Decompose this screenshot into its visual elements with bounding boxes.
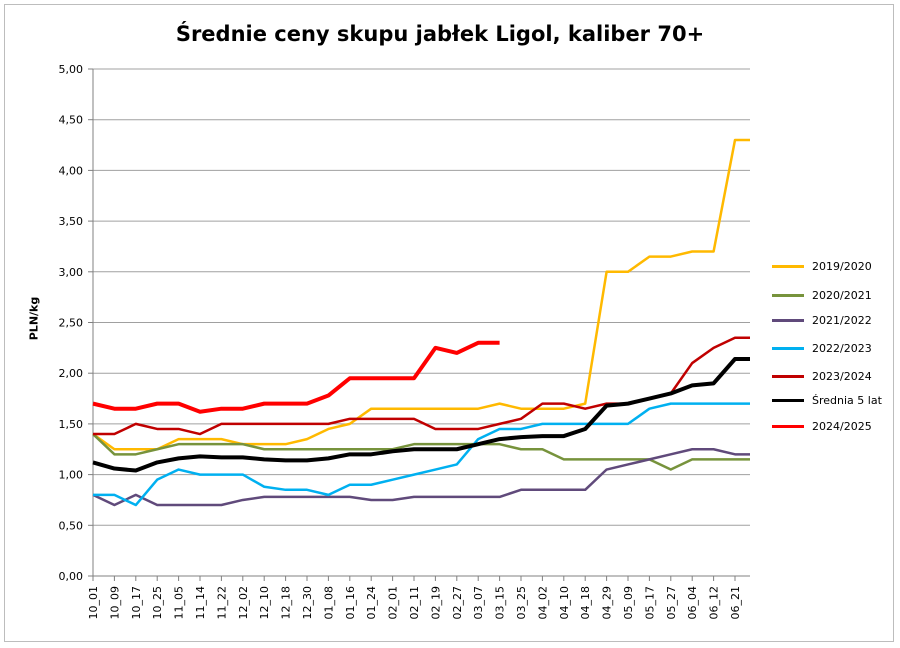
x-tick-label: 04_29 — [601, 586, 614, 620]
x-tick-label: 02_27 — [451, 586, 464, 620]
x-tick-label: 06_12 — [708, 586, 721, 620]
x-tick-label: 05_27 — [665, 586, 678, 620]
x-tick-label: 03_07 — [472, 586, 485, 620]
y-tick-label: 1,50 — [59, 418, 84, 431]
legend-label: Średnia 5 lat — [812, 394, 882, 407]
series-line-6 — [92, 340, 500, 414]
x-tick-label: 10_01 — [87, 586, 100, 620]
x-tick-label: 01_16 — [344, 586, 357, 620]
x-tick-label: 12_02 — [237, 586, 250, 620]
legend-item: 2023/2024 — [772, 370, 872, 383]
x-tick-label: 10_25 — [151, 586, 164, 620]
x-tick-label: 01_24 — [365, 586, 378, 620]
y-tick-label: 3,00 — [59, 266, 84, 279]
y-tick-label: 4,00 — [59, 164, 84, 177]
x-tick-label: 10_17 — [130, 586, 143, 620]
legend-swatch — [772, 347, 804, 350]
series-line-2 — [92, 448, 750, 507]
x-tick-label: 02_19 — [429, 586, 442, 620]
x-tick-label: 12_30 — [301, 586, 314, 620]
x-tick-label: 12_18 — [280, 586, 293, 620]
y-tick-label: 1,00 — [59, 469, 84, 482]
legend-label: 2020/2021 — [812, 289, 872, 302]
y-tick-label: 0,00 — [59, 570, 84, 583]
y-tick-label: 3,50 — [59, 215, 84, 228]
x-tick-label: 03_25 — [515, 586, 528, 620]
x-tick-label: 02_01 — [387, 586, 400, 620]
legend-swatch — [772, 425, 804, 428]
legend-item: 2024/2025 — [772, 420, 872, 433]
legend-label: 2024/2025 — [812, 420, 872, 433]
legend-swatch — [772, 399, 804, 402]
series-line-3 — [93, 402, 750, 507]
legend-swatch — [772, 294, 804, 297]
legend-swatch — [772, 265, 804, 268]
chart-title: Średnie ceny skupu jabłek Ligol, kaliber… — [175, 22, 705, 46]
legend-label: 2019/2020 — [812, 260, 872, 273]
x-tick-label: 11_14 — [194, 586, 207, 620]
x-tick-label: 04_18 — [579, 586, 592, 620]
legend-swatch — [772, 375, 804, 378]
x-tick-label: 06_21 — [729, 586, 742, 620]
legend-item: 2020/2021 — [772, 289, 872, 302]
legend-label: 2021/2022 — [812, 314, 872, 327]
series-line-4 — [93, 336, 750, 436]
y-tick-label: 2,00 — [59, 367, 84, 380]
x-tick-label: 05_17 — [643, 586, 656, 620]
legend-swatch — [772, 319, 804, 322]
legend-item: 2022/2023 — [772, 342, 872, 355]
legend-item: Średnia 5 lat — [772, 394, 882, 407]
y-tick-label: 5,00 — [59, 63, 84, 76]
legend-item: 2019/2020 — [772, 260, 872, 273]
legend-item: 2021/2022 — [772, 314, 872, 327]
legend-label: 2023/2024 — [812, 370, 872, 383]
x-tick-label: 06_04 — [686, 586, 699, 620]
x-tick-label: 05_09 — [622, 586, 635, 620]
series-line-5 — [92, 357, 750, 473]
x-tick-label: 10_09 — [108, 586, 121, 620]
x-tick-label: 01_08 — [322, 586, 335, 620]
legend-label: 2022/2023 — [812, 342, 872, 355]
x-tick-label: 02_11 — [408, 586, 421, 620]
series-line-0 — [92, 138, 750, 451]
x-tick-label: 03_15 — [494, 586, 507, 620]
x-tick-label: 04_10 — [558, 586, 571, 620]
x-tick-label: 11_05 — [173, 586, 186, 620]
x-tick-label: 12_10 — [258, 586, 271, 620]
chart-frame — [4, 4, 894, 642]
y-tick-label: 4,50 — [59, 114, 84, 127]
x-tick-label: 11_22 — [215, 586, 228, 620]
y-tick-label: 0,50 — [59, 519, 84, 532]
y-tick-label: 2,50 — [59, 317, 84, 330]
x-tick-label: 04_02 — [536, 586, 549, 620]
